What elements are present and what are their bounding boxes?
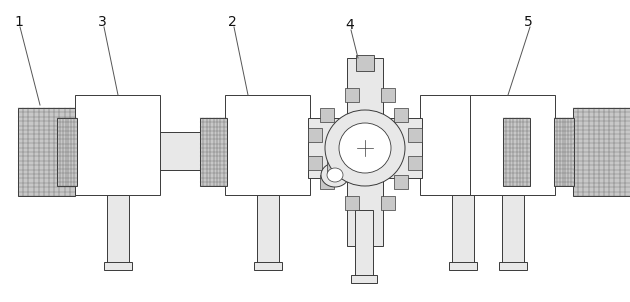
- Text: 5: 5: [524, 15, 533, 29]
- Bar: [449, 262, 477, 270]
- Bar: [308, 118, 348, 178]
- Bar: [394, 175, 408, 189]
- Ellipse shape: [327, 168, 343, 182]
- Bar: [470, 95, 555, 195]
- Bar: [381, 88, 395, 102]
- Bar: [382, 118, 422, 178]
- Bar: [75, 95, 160, 195]
- Bar: [502, 195, 524, 267]
- Bar: [308, 156, 322, 170]
- Bar: [503, 118, 530, 186]
- Text: 4: 4: [345, 18, 354, 32]
- Text: 3: 3: [98, 15, 106, 29]
- Bar: [381, 196, 395, 210]
- Bar: [499, 262, 527, 270]
- Bar: [55, 132, 575, 170]
- Bar: [320, 108, 334, 122]
- Bar: [308, 128, 322, 142]
- Bar: [257, 195, 279, 267]
- Bar: [327, 160, 343, 174]
- Bar: [573, 108, 630, 196]
- Bar: [554, 118, 574, 186]
- Bar: [225, 95, 310, 195]
- Bar: [356, 55, 374, 71]
- Text: 1: 1: [14, 15, 23, 29]
- Bar: [452, 195, 474, 267]
- Bar: [351, 275, 377, 283]
- Ellipse shape: [325, 110, 405, 186]
- Bar: [408, 128, 422, 142]
- Bar: [394, 108, 408, 122]
- Bar: [408, 156, 422, 170]
- Bar: [355, 210, 373, 280]
- Bar: [345, 196, 359, 210]
- Bar: [347, 58, 383, 246]
- Text: 2: 2: [228, 15, 237, 29]
- Ellipse shape: [321, 163, 349, 187]
- Bar: [345, 88, 359, 102]
- Bar: [320, 175, 334, 189]
- Ellipse shape: [339, 123, 391, 173]
- Bar: [57, 118, 77, 186]
- Bar: [200, 118, 227, 186]
- Bar: [420, 95, 505, 195]
- Bar: [254, 262, 282, 270]
- Bar: [18, 108, 75, 196]
- Bar: [104, 262, 132, 270]
- Bar: [107, 195, 129, 267]
